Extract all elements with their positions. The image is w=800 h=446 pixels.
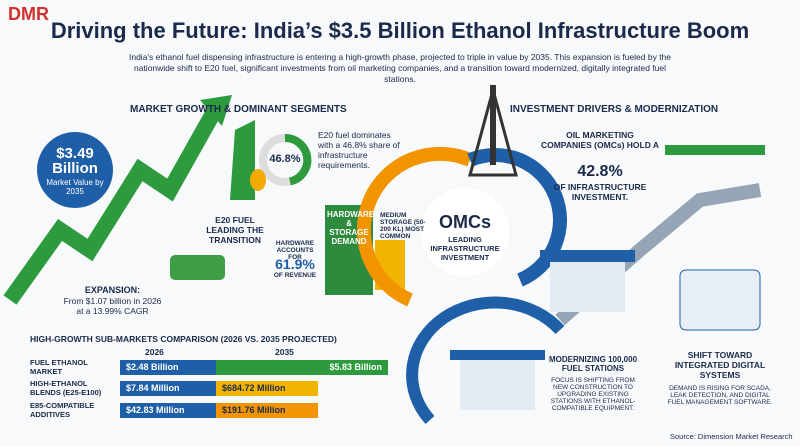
column-label: 2035 <box>275 347 294 357</box>
omc-pre: OIL MARKETING COMPANIES (OMCs) HOLD A <box>540 130 660 150</box>
logo: DMR <box>8 4 49 24</box>
subtitle: India's ethanol fuel dispensing infrastr… <box>128 52 672 84</box>
expansion-text: From $1.07 billion in 2026 at a 13.99% C… <box>63 296 162 316</box>
value-2026: $7.84 Million <box>120 381 216 396</box>
comparison-heading: HIGH-GROWTH SUB-MARKETS COMPARISON (2026… <box>30 334 337 344</box>
e20-label: E20 FUEL LEADING THE TRANSITION <box>206 215 264 245</box>
market-value-note: Market Value by 2035 <box>46 178 104 196</box>
e20-share: 46.8% <box>269 153 301 165</box>
source: Source: Dimension Market Research <box>670 432 793 441</box>
title: Driving the Future: India’s $3.5 Billion… <box>50 18 750 43</box>
hardware-title: HARDWARE & STORAGE DEMAND <box>327 210 375 246</box>
value-2035: $5.83 Billion <box>216 360 388 375</box>
row-label: E85-COMPATIBLE ADDITIVES <box>30 401 95 419</box>
section-heading: INVESTMENT DRIVERS & MODERNIZATION <box>510 104 719 115</box>
value-2035: $684.72 Million <box>216 381 318 396</box>
digital-title: SHIFT TOWARD INTEGRATED DIGITAL SYSTEMS <box>674 350 766 380</box>
storage-note: MEDIUM STORAGE (50-200 KL) MOST COMMON <box>380 212 426 240</box>
market-value: $3.49 Billion <box>52 145 98 177</box>
expansion-title: EXPANSION: <box>84 285 141 295</box>
row-label: HIGH-ETHANOL BLENDS (E25-E100) <box>30 379 102 397</box>
stations-text: FOCUS IS SHIFTING FROM NEW CONSTRUCTION … <box>550 377 636 412</box>
omc-share: 42.8% <box>577 163 623 180</box>
hardware-post: OF REVENUE <box>273 272 317 279</box>
hardware-share: 61.9% <box>275 256 315 272</box>
section-heading: MARKET GROWTH & DOMINANT SEGMENTS <box>130 104 347 115</box>
stations-title: MODERNIZING 100,000 FUEL STATIONS <box>548 355 638 373</box>
value-2035: $191.76 Million <box>216 403 318 418</box>
hardware-pre: HARDWARE ACCOUNTS FOR <box>275 240 315 261</box>
value-2026: $2.48 Billion <box>120 360 216 375</box>
value-2026: $42.83 Million <box>120 403 216 418</box>
column-label: 2026 <box>145 347 164 357</box>
e20-note: E20 fuel dominates with a 46.8% share of… <box>318 130 400 170</box>
digital-text: DEMAND IS RISING FOR SCADA, LEAK DETECTI… <box>667 385 773 406</box>
omc-badge-note: LEADING INFRASTRUCTURE INVESTMENT <box>430 235 500 262</box>
row-label: FUEL ETHANOL MARKET <box>30 358 88 376</box>
omc-badge: OMCs <box>438 212 491 232</box>
omc-post: OF INFRASTRUCTURE INVESTMENT. <box>553 182 647 202</box>
